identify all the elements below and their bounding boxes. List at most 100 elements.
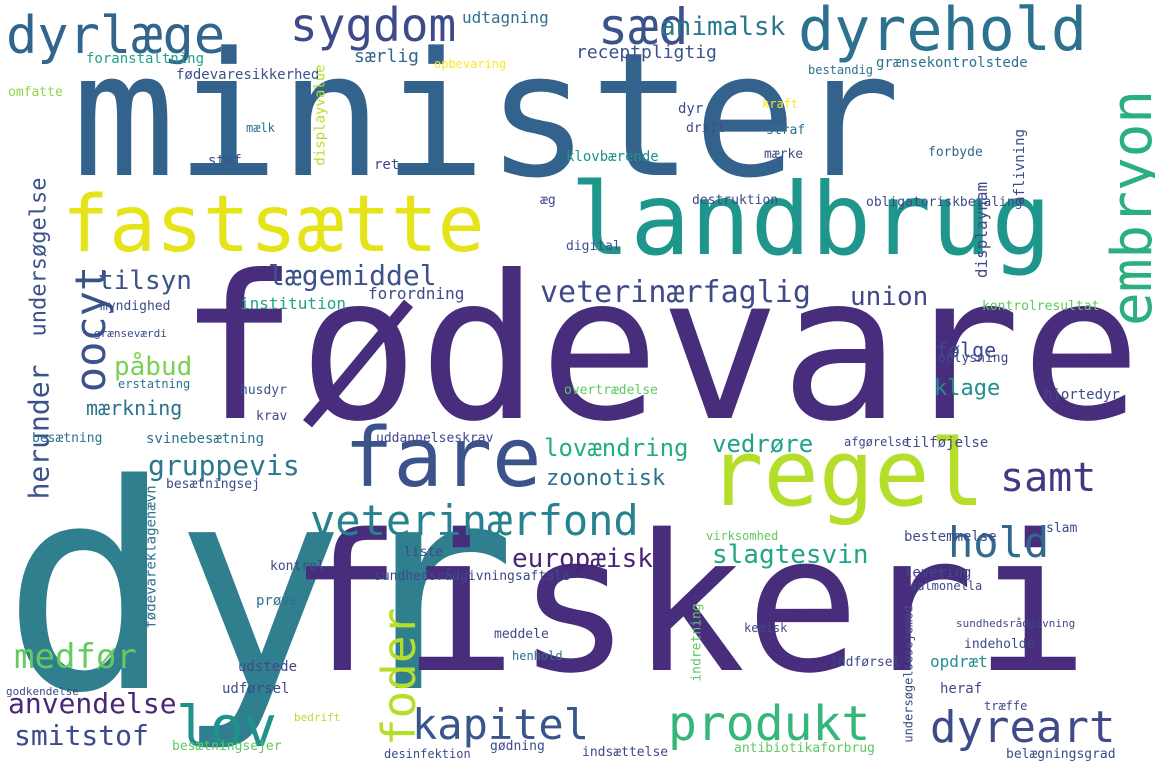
word: påbud — [114, 352, 193, 382]
word: undersøgelse — [26, 177, 52, 337]
word: kraft — [762, 97, 799, 111]
word: sæd — [598, 0, 689, 56]
word: mærke — [764, 147, 804, 162]
word: vedrøre — [712, 430, 814, 458]
word: zoonotisk — [546, 466, 666, 491]
word: ret — [374, 157, 400, 173]
word: levering — [904, 565, 972, 581]
word: hold — [948, 518, 1050, 567]
word: displayvalue — [312, 64, 329, 166]
word: opbevaring — [434, 57, 507, 71]
word: indførsel — [830, 655, 901, 670]
word: foder — [372, 607, 427, 747]
word: opdræt — [930, 652, 988, 671]
word: grænsekontrolstede — [876, 55, 1028, 71]
word: lov — [176, 695, 278, 760]
word: dyreart — [930, 702, 1116, 753]
word: landbrug — [570, 161, 1052, 278]
word: produkt — [668, 696, 871, 752]
word: union — [850, 282, 929, 312]
word: fiskeri — [288, 494, 1089, 715]
word: lovændring — [544, 434, 689, 462]
word: medfør — [14, 637, 137, 677]
word: indeholde — [964, 637, 1035, 652]
word: klage — [934, 376, 1001, 401]
word: obligatoriskbetaling — [866, 195, 1023, 210]
word: embryon — [1100, 89, 1155, 327]
word: dyrehold — [798, 0, 1087, 65]
word: godkendelse — [6, 685, 79, 698]
word: undersøgelsesejemed — [901, 605, 916, 743]
word: grænseværdi — [94, 327, 167, 340]
word: mælk — [246, 121, 275, 135]
word: hjortedyr — [1044, 387, 1120, 403]
word: bestemmelse — [904, 529, 997, 545]
word: fødevaresikkerhed — [176, 67, 320, 83]
word: udførsel — [222, 681, 290, 697]
word: kapitel — [412, 700, 590, 749]
word: gruppevis — [148, 449, 300, 482]
word: regel — [708, 420, 985, 527]
word: aflivning — [1011, 129, 1028, 205]
word: oplysning — [938, 351, 1009, 366]
word: minister — [72, 15, 901, 216]
word: desinfektion — [384, 747, 471, 761]
word: virksomhed — [706, 529, 779, 543]
word: slam — [1046, 521, 1078, 536]
word: slagtesvin — [712, 540, 869, 570]
word: heraf — [940, 681, 983, 697]
word: drift — [686, 121, 726, 136]
word: kemisk — [744, 621, 788, 635]
word: krav — [256, 409, 288, 424]
word: besætningsejer — [172, 739, 282, 754]
word: besætningsej — [166, 477, 260, 492]
word: dyr — [678, 101, 704, 117]
word: træffe — [984, 699, 1028, 713]
word: fødevareklagenævn — [143, 485, 160, 629]
word: europæisk — [512, 544, 653, 574]
word: besætning — [32, 431, 103, 446]
word: omfatte — [8, 85, 63, 100]
word: gødning — [490, 739, 545, 754]
word: foranstaltning — [86, 51, 205, 67]
word: afgørelse — [844, 435, 910, 449]
word: udstede — [238, 659, 298, 675]
word: sundhedsrådgivningsaftale — [374, 569, 570, 584]
word: bedrift — [294, 711, 341, 724]
word: bestandig — [808, 63, 874, 77]
word: tilsyn — [98, 266, 192, 296]
word: særlig — [354, 46, 420, 67]
word: displaynam — [972, 181, 992, 279]
word: fastsætte — [62, 180, 485, 270]
word: stof — [208, 153, 242, 169]
word: kontrol — [270, 559, 325, 574]
word: samt — [1000, 455, 1097, 501]
word: anvendelse — [8, 687, 177, 720]
word: fare — [344, 411, 542, 506]
word: salmonella — [910, 579, 983, 593]
word: liste — [404, 545, 444, 560]
word: kontrolresultat — [982, 299, 1100, 314]
word: dyr — [2, 424, 517, 756]
word: henhold — [512, 649, 563, 663]
word: institution — [240, 294, 346, 313]
word: digital — [566, 239, 621, 254]
word: veterinærfond — [310, 496, 639, 545]
word: svinebesætning — [146, 431, 265, 447]
word: dyrlæge — [6, 6, 226, 66]
word: forordning — [368, 284, 465, 303]
word: receptpligtig — [576, 42, 717, 63]
word: æg — [540, 193, 556, 208]
word: udtagning — [462, 8, 549, 27]
word: straf — [766, 123, 806, 138]
word: belægningsgrad — [1006, 747, 1116, 762]
word: meddele — [494, 627, 549, 642]
word: uddannelseskrav — [376, 431, 494, 446]
word: erstatning — [118, 377, 191, 391]
word: tilføjelse — [904, 435, 989, 451]
word: prøve — [256, 593, 299, 609]
word: animalsk — [660, 12, 786, 42]
word: indsættelse — [582, 745, 669, 760]
word: følge — [936, 338, 997, 362]
